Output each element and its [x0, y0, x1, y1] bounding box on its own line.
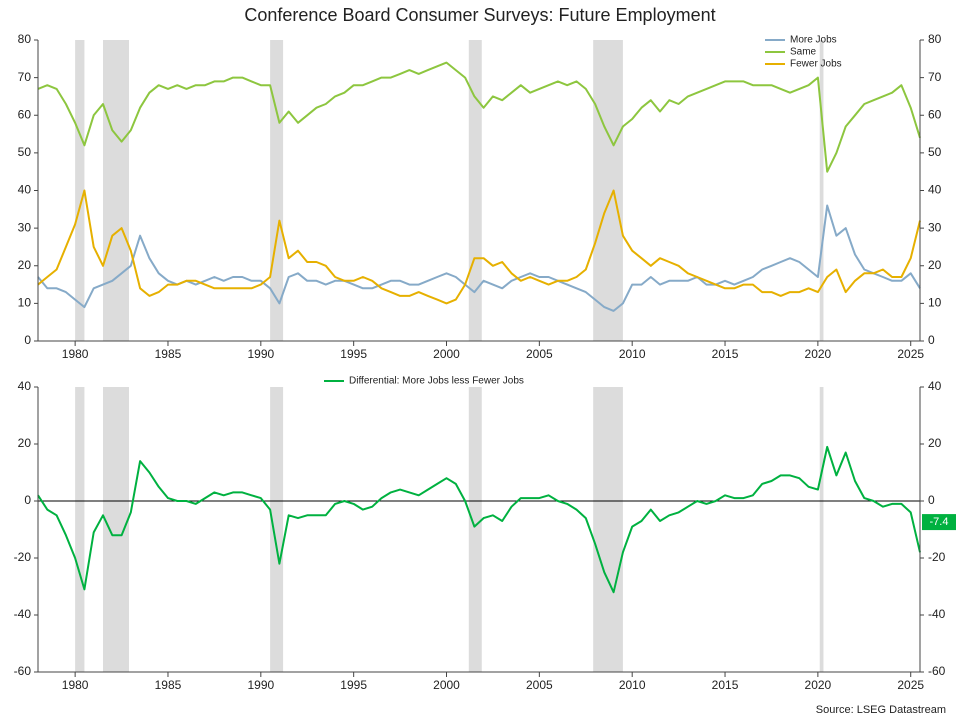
legend-label: Same	[790, 47, 817, 58]
y-tick-label-right: -20	[928, 550, 946, 564]
recession-band	[102, 40, 129, 341]
y-tick-label: 30	[18, 220, 32, 234]
y-tick-label: 0	[24, 333, 31, 347]
source: Source: LSEG Datastream	[816, 704, 946, 716]
x-tick-label: 2010	[619, 347, 646, 361]
y-tick-label-right: 50	[928, 145, 942, 159]
y-tick-label-right: 10	[928, 296, 942, 310]
y-tick-label: -60	[14, 664, 32, 678]
x-tick-label: 1990	[247, 678, 274, 692]
x-tick-label: 1980	[62, 347, 89, 361]
series-line	[37, 189, 921, 305]
last-value-label: -7.4	[930, 516, 949, 528]
x-tick-label: 2005	[526, 678, 553, 692]
y-tick-label: 40	[18, 379, 32, 393]
x-tick-label: 1990	[247, 347, 274, 361]
y-tick-label: 50	[18, 145, 32, 159]
x-tick-label: 2020	[805, 678, 832, 692]
y-tick-label: 80	[18, 32, 32, 46]
y-tick-label-right: -60	[928, 664, 946, 678]
y-tick-label: 0	[24, 493, 31, 507]
legend-label: Fewer Jobs	[790, 59, 842, 70]
y-tick-label: -20	[14, 550, 32, 564]
series-line	[37, 445, 921, 594]
last-value-box	[922, 514, 956, 531]
y-tick-label-right: 40	[928, 379, 942, 393]
y-tick-label-right: 20	[928, 436, 942, 450]
series-line	[37, 61, 921, 173]
x-tick-label: 2015	[712, 678, 739, 692]
y-tick-label-right: 70	[928, 70, 942, 84]
recession-band	[102, 387, 129, 672]
y-tick-label: 40	[18, 183, 32, 197]
y-tick-label: 20	[18, 258, 32, 272]
y-tick-label: 20	[18, 436, 32, 450]
legend-label: Differential: More Jobs less Fewer Jobs	[349, 376, 524, 387]
y-tick-label-right: 0	[928, 333, 935, 347]
recession-band	[468, 387, 482, 672]
x-tick-label: 1985	[155, 347, 182, 361]
y-tick-label-right: 60	[928, 107, 942, 121]
x-tick-label: 2005	[526, 347, 553, 361]
x-tick-label: 2010	[619, 678, 646, 692]
y-tick-label: 70	[18, 70, 32, 84]
x-tick-label: 1995	[340, 347, 367, 361]
chart-title: Conference Board Consumer Surveys: Futur…	[244, 5, 715, 25]
x-tick-label: 1995	[340, 678, 367, 692]
x-tick-label: 2000	[433, 678, 460, 692]
y-tick-label-right: 80	[928, 32, 942, 46]
recession-band	[593, 387, 623, 672]
y-tick-label-right: 40	[928, 183, 942, 197]
recession-band	[468, 40, 482, 341]
x-tick-label: 1985	[155, 678, 182, 692]
x-tick-label: 1980	[62, 678, 89, 692]
y-tick-label-right: 20	[928, 258, 942, 272]
recession-band	[270, 40, 284, 341]
y-tick-label: -40	[14, 607, 32, 621]
y-tick-label-right: -40	[928, 607, 946, 621]
y-tick-label: 10	[18, 296, 32, 310]
x-tick-label: 2015	[712, 347, 739, 361]
y-tick-label: 60	[18, 107, 32, 121]
x-tick-label: 2025	[897, 678, 924, 692]
recession-band	[75, 40, 85, 341]
y-tick-label-right: 30	[928, 220, 942, 234]
recession-band	[270, 387, 284, 672]
recession-band	[75, 387, 85, 672]
legend-label: More Jobs	[790, 35, 837, 46]
x-tick-label: 2000	[433, 347, 460, 361]
x-tick-label: 2025	[897, 347, 924, 361]
x-tick-label: 2020	[805, 347, 832, 361]
recession-band	[593, 40, 623, 341]
y-tick-label-right: 0	[928, 493, 935, 507]
recession-band	[819, 40, 824, 341]
recession-band	[819, 387, 824, 672]
